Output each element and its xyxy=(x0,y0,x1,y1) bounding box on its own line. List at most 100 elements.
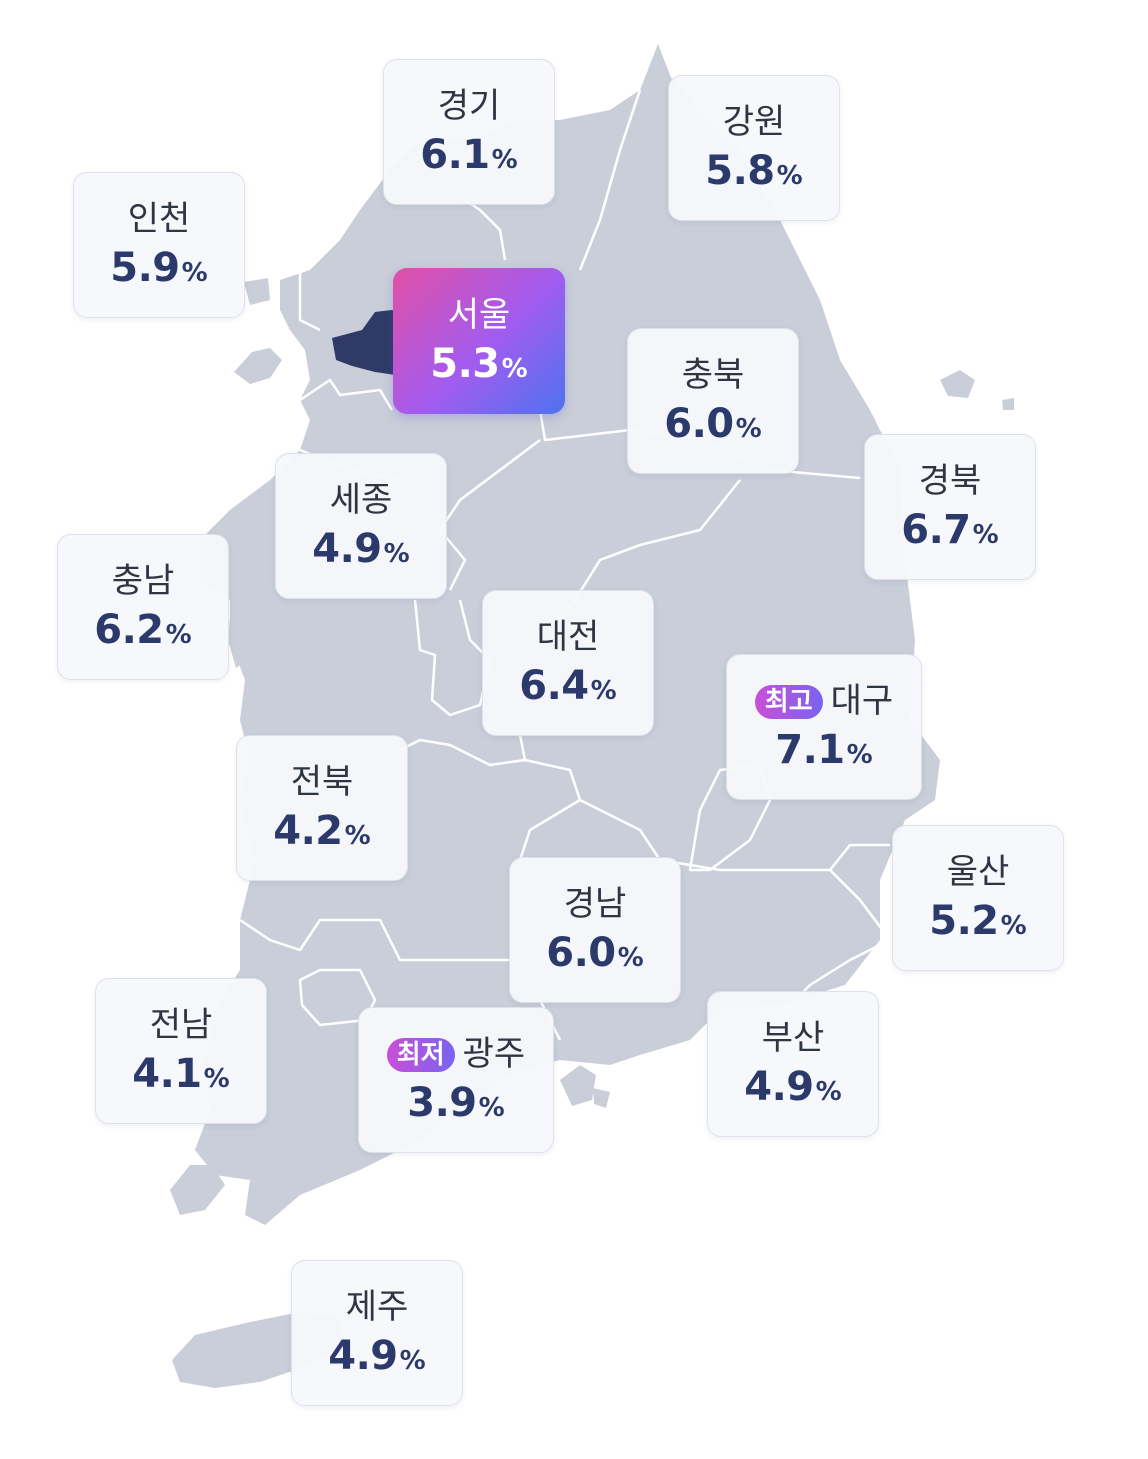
region-value-row: 4.9% xyxy=(328,1334,425,1378)
region-name: 전북 xyxy=(290,762,354,803)
region-value: 6.0 xyxy=(664,400,734,447)
region-card-busan[interactable]: 부산 4.9% xyxy=(707,991,879,1137)
percent-unit: % xyxy=(1000,910,1027,941)
region-value-row: 4.9% xyxy=(744,1065,841,1109)
region-card-sejong[interactable]: 세종 4.9% xyxy=(275,453,447,599)
island-shape xyxy=(593,1088,610,1108)
region-card-gyeonggi[interactable]: 경기 6.1% xyxy=(383,59,555,205)
region-name-row: 강원 xyxy=(723,103,786,142)
percent-unit: % xyxy=(972,519,999,550)
region-value-row: 6.0% xyxy=(664,402,761,446)
island-shape xyxy=(234,348,282,384)
region-name: 경남 xyxy=(563,884,627,925)
region-name: 대구 xyxy=(830,681,894,722)
region-value: 4.2 xyxy=(273,807,343,854)
region-value: 7.1 xyxy=(775,726,845,773)
region-name: 경기 xyxy=(437,86,501,127)
region-value-row: 6.2% xyxy=(94,608,191,652)
region-value-row: 4.9% xyxy=(312,527,409,571)
region-name: 충남 xyxy=(111,561,175,602)
island-shape xyxy=(170,1165,225,1215)
region-name-row: 경기 xyxy=(438,87,501,126)
region-name-row: 인천 xyxy=(128,200,191,239)
region-name-row: 전남 xyxy=(150,1006,213,1045)
region-value: 5.8 xyxy=(705,147,775,194)
region-name: 경북 xyxy=(918,461,982,502)
region-value: 5.9 xyxy=(110,244,180,291)
region-name-row: 충남 xyxy=(112,562,175,601)
percent-unit: % xyxy=(491,144,518,175)
region-name-row: 대전 xyxy=(537,618,600,657)
region-value-row: 4.2% xyxy=(273,809,370,853)
region-name-row: 세종 xyxy=(330,481,393,520)
region-name-row: 충북 xyxy=(682,356,745,395)
island-shape xyxy=(560,1065,596,1106)
region-value: 6.0 xyxy=(546,929,616,976)
island-shape xyxy=(940,370,975,398)
region-name: 강원 xyxy=(722,102,786,143)
region-name-row: 경북 xyxy=(919,462,982,501)
percent-unit: % xyxy=(165,619,192,650)
region-value: 4.9 xyxy=(312,525,382,572)
region-card-seoul-selected[interactable]: 서울 5.3% xyxy=(393,268,565,414)
percent-unit: % xyxy=(181,257,208,288)
region-name: 대전 xyxy=(536,617,600,658)
region-value: 6.4 xyxy=(519,662,589,709)
region-value: 4.9 xyxy=(744,1063,814,1110)
highest-badge: 최고 xyxy=(754,684,823,720)
percent-unit: % xyxy=(846,739,873,770)
region-value-row: 6.7% xyxy=(901,508,998,552)
region-name: 세종 xyxy=(329,480,393,521)
region-card-ulsan[interactable]: 울산 5.2% xyxy=(892,825,1064,971)
percent-unit: % xyxy=(383,538,410,569)
region-name-row: 최저 광주 xyxy=(386,1034,526,1075)
percent-unit: % xyxy=(399,1345,426,1376)
percent-unit: % xyxy=(478,1092,505,1123)
region-value-row: 4.1% xyxy=(132,1052,229,1096)
region-value: 6.7 xyxy=(901,506,971,553)
region-name-row: 울산 xyxy=(947,853,1010,892)
region-card-daejeon[interactable]: 대전 6.4% xyxy=(482,590,654,736)
region-value: 5.2 xyxy=(929,897,999,944)
region-name-row: 최고 대구 xyxy=(754,681,894,722)
region-value-row: 5.2% xyxy=(929,899,1026,943)
region-value-row: 6.4% xyxy=(519,664,616,708)
region-card-daegu[interactable]: 최고 대구 7.1% xyxy=(726,654,922,800)
region-value-row: 6.1% xyxy=(420,133,517,177)
region-value-row: 5.3% xyxy=(430,342,527,386)
region-name-row: 부산 xyxy=(762,1019,825,1058)
region-name: 광주 xyxy=(462,1034,526,1075)
island-shape xyxy=(244,278,270,305)
percent-unit: % xyxy=(776,160,803,191)
region-value: 3.9 xyxy=(407,1079,477,1126)
percent-unit: % xyxy=(617,942,644,973)
region-value-row: 5.8% xyxy=(705,149,802,193)
region-value-row: 7.1% xyxy=(775,728,872,772)
region-card-chungbuk[interactable]: 충북 6.0% xyxy=(627,328,799,474)
region-name-row: 서울 xyxy=(448,296,511,335)
region-card-gyeongnam[interactable]: 경남 6.0% xyxy=(509,857,681,1003)
region-card-jeonbuk[interactable]: 전북 4.2% xyxy=(236,735,408,881)
region-card-gangwon[interactable]: 강원 5.8% xyxy=(668,75,840,221)
island-shape xyxy=(1002,398,1014,410)
region-card-jeju[interactable]: 제주 4.9% xyxy=(291,1260,463,1406)
region-value-row: 3.9% xyxy=(407,1081,504,1125)
region-name: 서울 xyxy=(447,295,511,336)
region-value: 4.1 xyxy=(132,1050,202,1097)
region-card-gwangju[interactable]: 최저 광주 3.9% xyxy=(358,1007,554,1153)
region-name: 충북 xyxy=(681,355,745,396)
island-shape xyxy=(228,605,248,668)
percent-unit: % xyxy=(501,353,528,384)
region-value: 6.1 xyxy=(420,131,490,178)
region-card-incheon[interactable]: 인천 5.9% xyxy=(73,172,245,318)
region-card-chungnam[interactable]: 충남 6.2% xyxy=(57,534,229,680)
percent-unit: % xyxy=(590,675,617,706)
lowest-badge: 최저 xyxy=(386,1037,455,1073)
region-value: 6.2 xyxy=(94,606,164,653)
region-name: 제주 xyxy=(345,1287,409,1328)
region-name: 인천 xyxy=(127,199,191,240)
region-name-row: 전북 xyxy=(291,763,354,802)
region-card-jeonnam[interactable]: 전남 4.1% xyxy=(95,978,267,1124)
region-card-gyeongbuk[interactable]: 경북 6.7% xyxy=(864,434,1036,580)
region-value: 5.3 xyxy=(430,340,500,387)
